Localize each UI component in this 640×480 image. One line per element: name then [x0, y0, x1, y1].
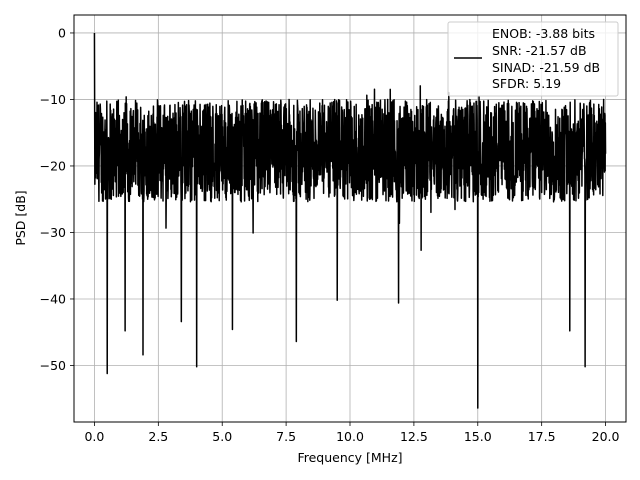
y-axis-label: PSD [dB] [13, 190, 28, 245]
x-tick-label: 12.5 [400, 429, 428, 444]
x-tick-label: 7.5 [276, 429, 296, 444]
legend-box [447, 21, 619, 97]
y-tick-label: −50 [40, 358, 66, 373]
x-tick-label: 15.0 [464, 429, 492, 444]
legend-entry-sinad: SINAD: -21.59 dB [492, 60, 600, 75]
x-axis-label: Frequency [MHz] [297, 450, 402, 465]
y-tick-label: −40 [40, 291, 66, 306]
x-tick-label: 2.5 [148, 429, 168, 444]
y-tick-label: −30 [40, 225, 66, 240]
legend-entry-snr: SNR: -21.57 dB [492, 43, 587, 58]
y-tick-label: 0 [58, 25, 66, 40]
legend-entry-enob: ENOB: -3.88 bits [492, 26, 595, 41]
x-axis: 0.0 2.5 5.0 7.5 10.0 12.5 15.0 17.5 20.0 [84, 422, 620, 444]
y-axis: 0 −10 −20 −30 −40 −50 [40, 25, 74, 373]
y-tick-label: −10 [40, 92, 66, 107]
psd-series-line [93, 32, 607, 409]
y-tick-label: −20 [40, 158, 66, 173]
x-tick-label: 10.0 [336, 429, 364, 444]
x-tick-label: 20.0 [592, 429, 620, 444]
legend: ENOB: -3.88 bits SNR: -21.57 dB SINAD: -… [447, 21, 619, 97]
x-tick-label: 17.5 [528, 429, 556, 444]
x-tick-label: 5.0 [212, 429, 232, 444]
x-tick-label: 0.0 [84, 429, 104, 444]
legend-entry-sfdr: SFDR: 5.19 [492, 76, 561, 91]
